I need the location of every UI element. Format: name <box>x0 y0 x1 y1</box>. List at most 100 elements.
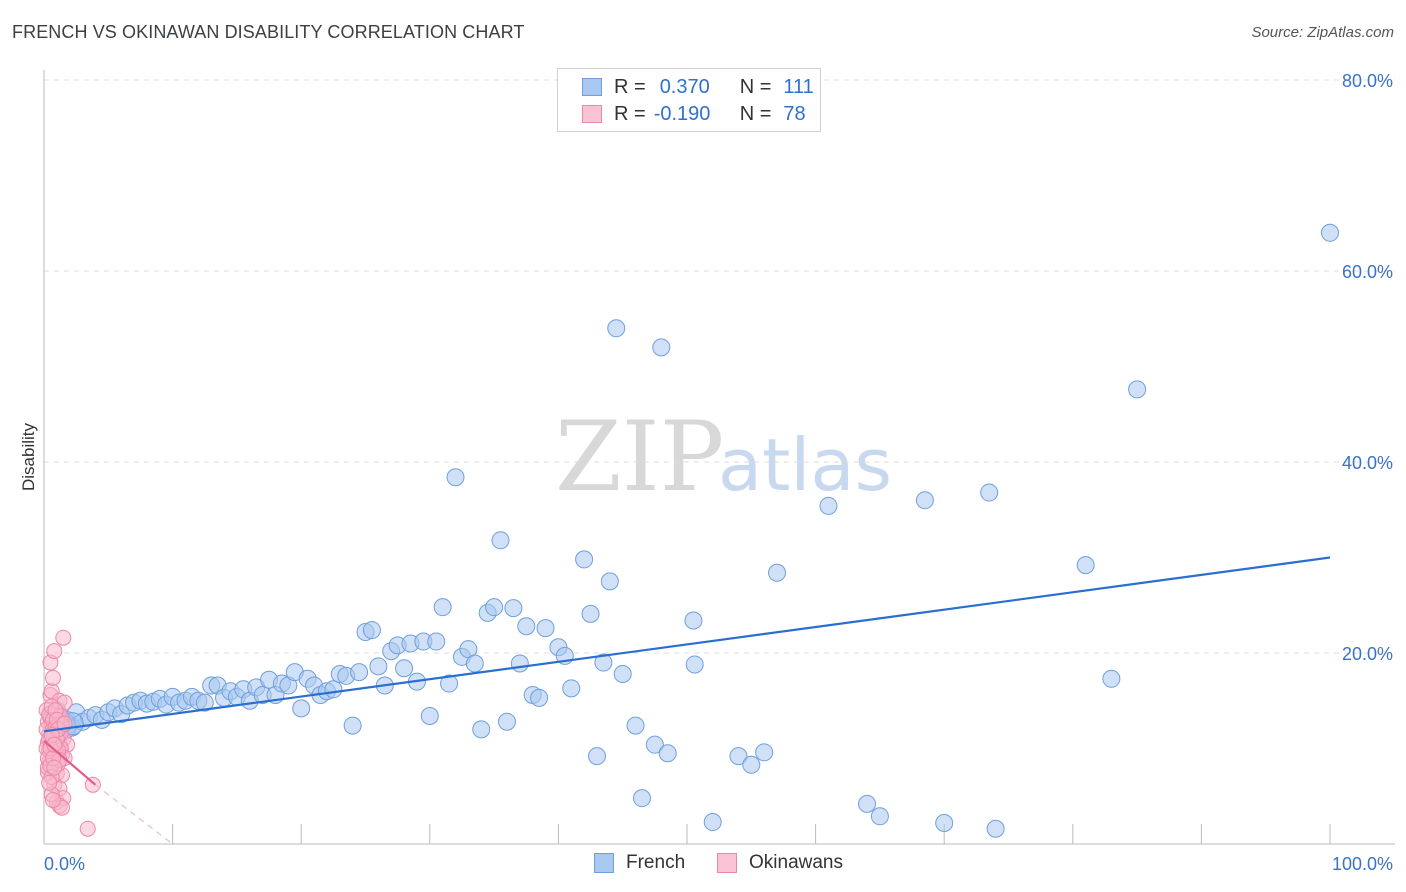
data-point-french <box>986 819 1005 838</box>
data-point-french <box>600 572 619 591</box>
watermark: ZIP atlas <box>555 401 892 513</box>
legend-n-label: N = <box>739 102 772 125</box>
y-axis-label: Disability <box>19 422 38 491</box>
data-point-french <box>420 707 439 726</box>
bottom-legend: French Okinawans <box>0 852 1406 878</box>
bottom-legend-okinawans: Okinawans <box>717 852 843 874</box>
data-point-french <box>517 617 536 636</box>
data-point-french <box>350 663 369 682</box>
data-point-french <box>510 654 529 673</box>
y-tick-label: 80.0% <box>1342 71 1393 91</box>
data-point-french <box>613 665 632 684</box>
legend-n-value: 111 <box>783 75 814 98</box>
data-point-french <box>292 699 311 718</box>
data-point-french <box>594 653 613 672</box>
data-point-french <box>915 491 934 510</box>
data-point-french <box>530 688 549 707</box>
data-point-french <box>472 720 491 739</box>
data-point-okinawans <box>45 669 62 686</box>
bottom-legend-french: French <box>594 852 685 874</box>
watermark-zip: ZIP <box>555 401 724 513</box>
legend-row-okinawans: R = -0.190 N = 78 <box>582 102 806 126</box>
trend-lines <box>43 556 1331 845</box>
data-point-french <box>440 674 459 693</box>
legend-row-french: R = 0.370 N = 111 <box>582 75 814 99</box>
data-point-french <box>684 611 703 630</box>
data-point-french <box>504 599 523 618</box>
legend-r-label: R = <box>614 75 646 98</box>
data-point-french <box>626 716 645 735</box>
data-point-okinawans <box>46 643 63 660</box>
data-point-french <box>607 319 626 338</box>
data-point-french <box>395 659 414 678</box>
data-point-french <box>652 338 671 357</box>
data-point-french <box>742 755 761 774</box>
legend-r-label: R = <box>614 102 646 125</box>
bottom-legend-label-okinawans: Okinawans <box>749 852 843 873</box>
data-point-french <box>491 531 510 550</box>
data-point-french <box>485 598 504 617</box>
data-point-french <box>1321 223 1339 242</box>
data-point-french <box>575 550 594 569</box>
bottom-legend-swatch-french <box>594 853 614 873</box>
legend-n-value: 78 <box>783 102 806 125</box>
data-point-french <box>581 604 600 623</box>
legend-swatch-okinawans <box>582 105 602 123</box>
data-point-okinawans <box>55 629 72 646</box>
data-point-french <box>497 712 516 731</box>
source-credit: Source: ZipAtlas.com <box>1251 24 1394 41</box>
data-point-french <box>1076 556 1095 575</box>
data-point-french <box>1128 380 1147 399</box>
data-point-okinawans <box>45 792 62 809</box>
data-point-okinawans <box>41 774 58 791</box>
legend: R = 0.370 N = 111 R = -0.190 N = 78 <box>557 68 821 132</box>
tick-labels: 20.0% 40.0% 60.0% 80.0% 0.0% 100.0% <box>44 71 1393 874</box>
data-point-okinawans <box>79 820 96 837</box>
trendline-french <box>43 556 1331 733</box>
legend-swatch-french <box>582 78 602 96</box>
bottom-legend-label-french: French <box>626 852 686 873</box>
data-point-french <box>870 807 889 826</box>
bottom-legend-swatch-okinawans <box>717 853 737 873</box>
legend-n-label: N = <box>739 75 772 98</box>
data-point-french <box>1102 669 1121 688</box>
data-point-french <box>562 679 581 698</box>
data-point-french <box>980 483 999 502</box>
data-point-okinawans <box>46 759 63 776</box>
data-point-french <box>703 813 722 832</box>
data-point-french <box>324 680 343 699</box>
legend-r-value: -0.190 <box>653 102 711 125</box>
watermark-atlas: atlas <box>718 423 892 507</box>
data-point-french <box>587 747 606 766</box>
legend-r-value: 0.370 <box>659 75 710 98</box>
data-point-okinawans <box>84 776 101 793</box>
series-french-points <box>41 223 1339 838</box>
data-point-french <box>645 735 664 754</box>
x-tick-label: 100.0% <box>1332 854 1393 874</box>
data-point-french <box>433 598 452 617</box>
chart-title: FRENCH VS OKINAWAN DISABILITY CORRELATIO… <box>12 22 525 42</box>
data-point-french <box>729 747 748 766</box>
data-point-french <box>755 743 774 762</box>
grid-lines <box>44 79 1395 654</box>
trendline-okinawans <box>43 740 97 786</box>
data-point-french <box>858 794 877 813</box>
data-point-french <box>427 632 446 651</box>
x-tick-label: 0.0% <box>44 854 85 874</box>
data-point-french <box>632 789 651 808</box>
data-point-french <box>446 468 465 487</box>
y-tick-label: 20.0% <box>1342 644 1393 664</box>
y-tick-label: 40.0% <box>1342 453 1393 473</box>
data-point-french <box>465 654 484 673</box>
data-point-french <box>685 655 704 674</box>
data-point-french <box>935 813 954 832</box>
data-point-french <box>369 657 388 676</box>
data-point-french <box>819 496 838 515</box>
data-point-french <box>343 716 362 735</box>
data-point-french <box>362 621 381 640</box>
data-point-french <box>658 744 677 763</box>
y-tick-label: 60.0% <box>1342 262 1393 282</box>
data-point-french <box>768 563 787 582</box>
trendline-okinawans-extension <box>95 784 173 845</box>
